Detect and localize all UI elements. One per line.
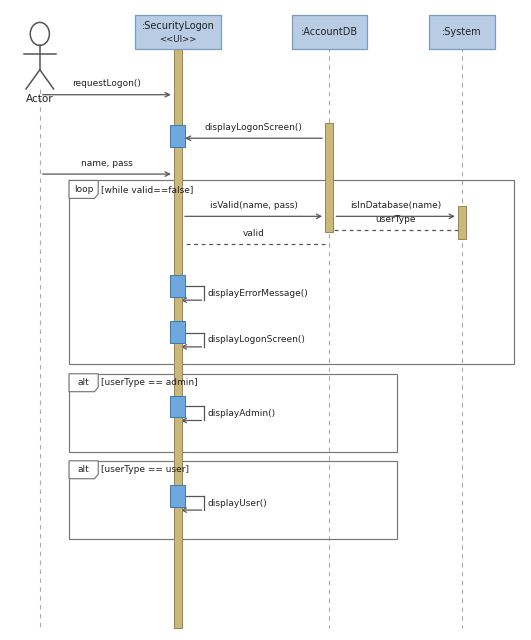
- Text: isValid(name, pass): isValid(name, pass): [210, 201, 297, 210]
- Text: alt: alt: [78, 378, 90, 387]
- Text: [while valid==false]: [while valid==false]: [101, 185, 193, 194]
- Text: Actor: Actor: [26, 94, 54, 104]
- FancyBboxPatch shape: [174, 48, 182, 628]
- Text: userType: userType: [375, 215, 416, 224]
- Text: isInDatabase(name): isInDatabase(name): [350, 201, 441, 210]
- FancyBboxPatch shape: [458, 206, 466, 239]
- Polygon shape: [69, 374, 98, 392]
- Polygon shape: [69, 461, 98, 479]
- FancyBboxPatch shape: [135, 15, 220, 49]
- Text: requestLogon(): requestLogon(): [72, 79, 141, 88]
- Polygon shape: [69, 180, 98, 198]
- FancyBboxPatch shape: [170, 396, 185, 417]
- FancyBboxPatch shape: [292, 15, 366, 49]
- Text: :AccountDB: :AccountDB: [301, 27, 358, 37]
- Text: displayErrorMessage(): displayErrorMessage(): [208, 289, 309, 298]
- Bar: [69, 374, 397, 452]
- Text: displayUser(): displayUser(): [208, 499, 268, 508]
- Text: displayAdmin(): displayAdmin(): [208, 409, 276, 418]
- Bar: [69, 461, 397, 539]
- Text: alt: alt: [78, 465, 90, 474]
- Bar: [69, 180, 514, 364]
- FancyBboxPatch shape: [170, 485, 185, 507]
- Text: [userType == admin]: [userType == admin]: [101, 378, 198, 387]
- FancyBboxPatch shape: [325, 123, 333, 232]
- Text: [userType == user]: [userType == user]: [101, 465, 189, 474]
- Text: :SecurityLogon: :SecurityLogon: [141, 20, 215, 31]
- FancyBboxPatch shape: [170, 321, 185, 343]
- Text: :System: :System: [442, 27, 482, 37]
- FancyBboxPatch shape: [429, 15, 495, 49]
- Text: name, pass: name, pass: [81, 159, 133, 168]
- FancyBboxPatch shape: [170, 275, 185, 297]
- Text: displayLogonScreen(): displayLogonScreen(): [204, 123, 303, 132]
- Text: loop: loop: [74, 185, 93, 194]
- Text: displayLogonScreen(): displayLogonScreen(): [208, 335, 305, 344]
- FancyBboxPatch shape: [170, 125, 185, 147]
- Text: <<UI>>: <<UI>>: [159, 35, 196, 44]
- Text: valid: valid: [243, 229, 264, 238]
